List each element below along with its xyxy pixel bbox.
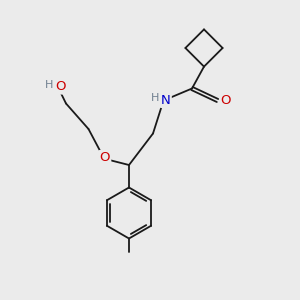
Text: O: O [221, 94, 231, 107]
Text: H: H [45, 80, 54, 90]
Text: O: O [100, 151, 110, 164]
Text: N: N [161, 94, 171, 107]
Text: O: O [56, 80, 66, 94]
Text: H: H [151, 93, 159, 103]
